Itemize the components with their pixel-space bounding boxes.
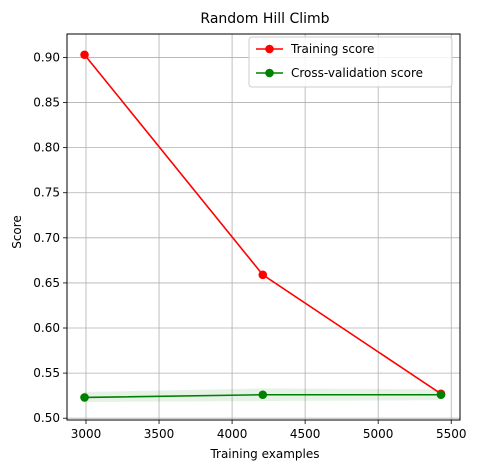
x-axis-ticks: 3000 3500 4000 4500 5000 5500 — [71, 420, 467, 441]
series-lines — [80, 50, 446, 402]
data-point — [80, 50, 89, 60]
plot-area — [66, 33, 461, 421]
legend-swatch-marker — [265, 68, 274, 78]
legend: Training score Cross-validation score — [248, 36, 453, 88]
y-tick-label: 0.55 — [33, 366, 60, 380]
legend-box — [248, 36, 453, 88]
x-tick-label: 4500 — [290, 427, 321, 441]
x-axis-label: Training examples — [209, 447, 319, 461]
plot-frame — [66, 33, 461, 421]
x-tick-label: 5000 — [363, 427, 394, 441]
data-point — [436, 390, 446, 400]
y-tick-label: 0.90 — [33, 50, 60, 64]
data-point — [258, 390, 268, 400]
legend-label: Cross-validation score — [291, 66, 423, 80]
x-tick-label: 3000 — [71, 427, 102, 441]
y-tick-label: 0.65 — [33, 276, 60, 290]
plot-background — [67, 34, 460, 420]
y-axis-label: Score — [10, 215, 24, 249]
legend-swatch-marker — [265, 44, 274, 54]
y-axis-ticks: 0.50 0.55 0.60 0.65 0.70 0.75 0.80 0.85 0.90 — [33, 50, 67, 425]
legend-label: Training score — [290, 42, 374, 56]
x-tick-label: 3500 — [144, 427, 175, 441]
y-tick-label: 0.50 — [33, 411, 60, 425]
y-tick-label: 0.70 — [33, 231, 60, 245]
x-tick-label: 4000 — [217, 427, 248, 441]
y-tick-label: 0.60 — [33, 321, 60, 335]
data-point — [80, 393, 89, 402]
y-tick-label: 0.80 — [33, 141, 60, 155]
data-point — [258, 270, 268, 280]
chart-title: Random Hill Climb — [200, 11, 329, 27]
y-tick-label: 0.85 — [33, 96, 60, 110]
x-tick-label: 5500 — [436, 427, 467, 441]
y-tick-label: 0.75 — [33, 186, 60, 200]
